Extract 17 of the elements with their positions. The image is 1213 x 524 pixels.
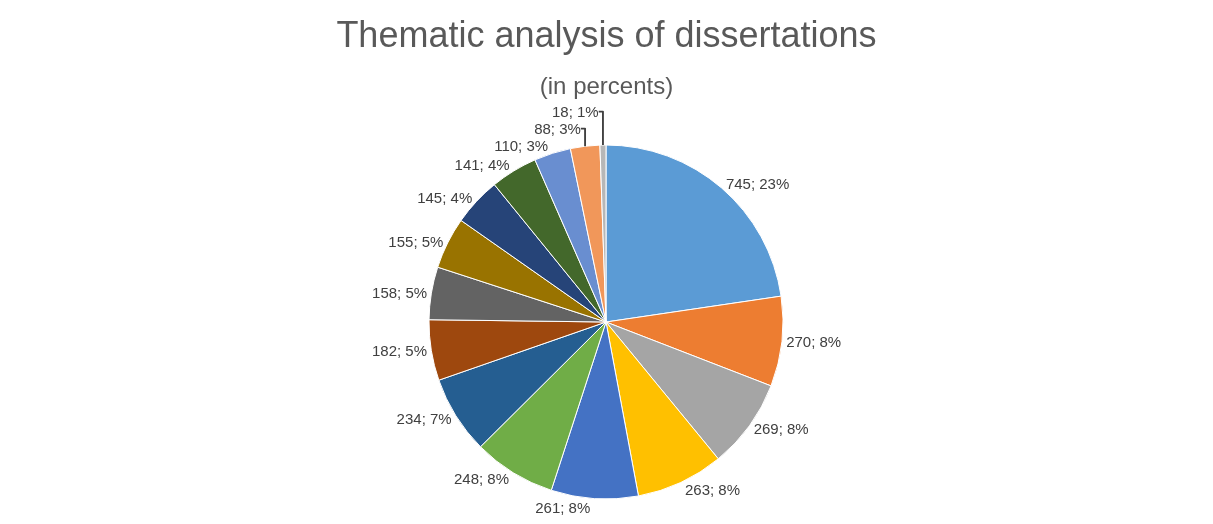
data-label: 234; 7%: [396, 409, 452, 427]
chart-title: Thematic analysis of dissertations: [336, 14, 877, 56]
data-label: 248; 8%: [453, 470, 510, 488]
data-label: 263; 8%: [684, 480, 741, 498]
chart-subtitle: (in percents): [539, 71, 674, 99]
data-label: 88; 3%: [534, 120, 581, 138]
data-label: 269; 8%: [753, 420, 809, 438]
data-label: 261; 8%: [535, 498, 591, 516]
data-label: 18; 1%: [552, 103, 599, 121]
data-label: 145; 4%: [417, 188, 473, 206]
data-label: 155; 5%: [388, 232, 444, 250]
data-label: 110; 3%: [494, 137, 549, 155]
data-label: 182; 5%: [371, 342, 428, 360]
data-label: 158; 5%: [372, 284, 428, 302]
data-label: 141; 4%: [454, 156, 510, 174]
data-label: 270; 8%: [786, 333, 842, 351]
data-label: 745; 23%: [725, 174, 790, 192]
